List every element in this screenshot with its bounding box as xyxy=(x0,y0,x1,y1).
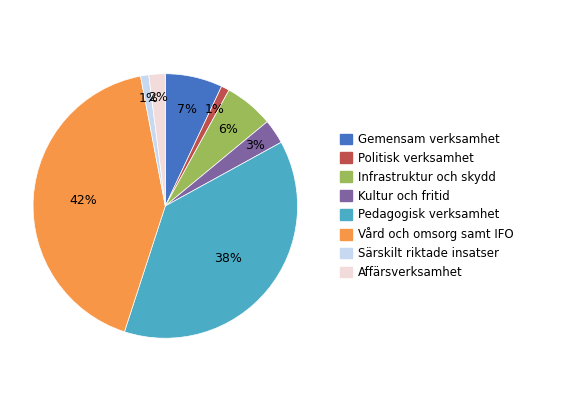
Wedge shape xyxy=(33,76,165,332)
Legend: Gemensam verksamhet, Politisk verksamhet, Infrastruktur och skydd, Kultur och fr: Gemensam verksamhet, Politisk verksamhet… xyxy=(336,129,517,283)
Wedge shape xyxy=(124,142,298,338)
Text: 1%: 1% xyxy=(205,103,225,116)
Wedge shape xyxy=(149,74,165,206)
Wedge shape xyxy=(165,74,222,206)
Text: 2%: 2% xyxy=(149,91,168,104)
Text: 6%: 6% xyxy=(218,123,238,136)
Wedge shape xyxy=(165,87,229,206)
Wedge shape xyxy=(141,75,165,206)
Wedge shape xyxy=(165,122,281,206)
Text: 3%: 3% xyxy=(245,138,265,152)
Text: 7%: 7% xyxy=(177,103,197,116)
Wedge shape xyxy=(165,90,267,206)
Text: 38%: 38% xyxy=(214,252,242,265)
Text: 1%: 1% xyxy=(139,92,158,105)
Text: 42%: 42% xyxy=(70,194,97,207)
